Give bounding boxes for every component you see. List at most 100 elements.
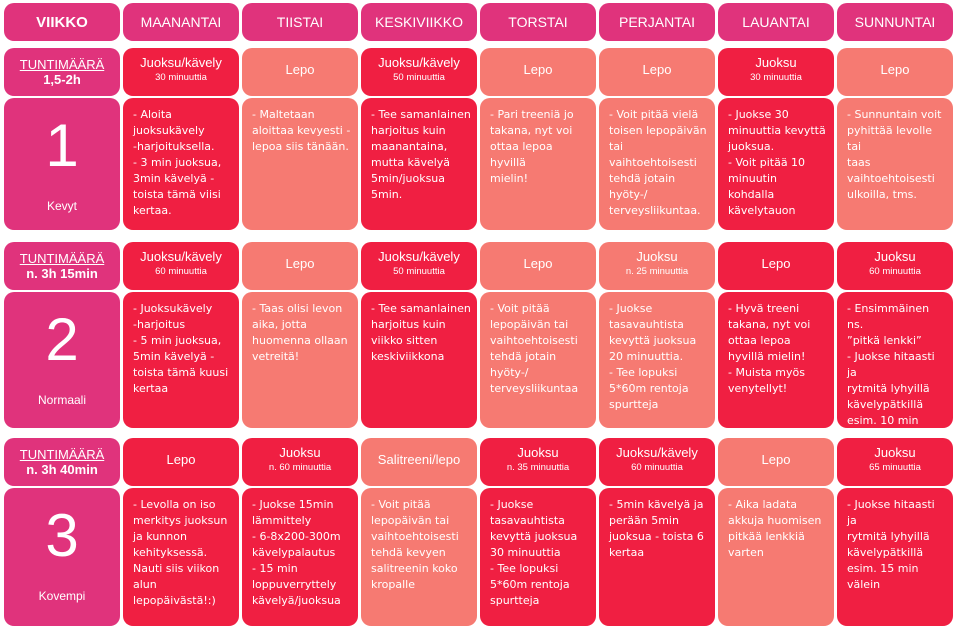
day-activity-label: Juoksu/kävely 50 minuuttia <box>361 242 477 290</box>
day-description: - Taas olisi levon aika, jotta huomenna … <box>242 292 358 428</box>
day-description: - Juokse tasavauhtista kevyttä juoksua 3… <box>480 488 596 626</box>
hours-box: TUNTIMÄÄRÄ 1,5-2h <box>4 48 120 96</box>
activity-title: Lepo <box>285 256 315 271</box>
day-activity-label: Juoksu 60 minuuttia <box>837 242 953 290</box>
hours-label: TUNTIMÄÄRÄ <box>19 57 105 72</box>
header-day: MAANANTAI <box>123 3 239 41</box>
hours-label: TUNTIMÄÄRÄ <box>19 251 105 266</box>
activity-title: Juoksu <box>755 55 797 70</box>
week-number-box: 3 Kovempi <box>4 488 120 626</box>
day-activity-label: Juoksu/kävely 60 minuuttia <box>599 438 715 486</box>
day-activity-label: Juoksu n. 25 minuuttia <box>599 242 715 290</box>
day-description: - Voit pitää vielä toisen lepopäivän tai… <box>599 98 715 230</box>
week-level: Kevyt <box>46 199 77 213</box>
week-level: Kovempi <box>38 589 86 603</box>
activity-title: Juoksu <box>517 445 559 460</box>
day-description: - Ensimmäinen ns. ”pitkä lenkki” - Juoks… <box>837 292 953 428</box>
day-description: - Tee samanlainen harjoitus kuin viikko … <box>361 292 477 428</box>
day-activity-label: Lepo <box>242 48 358 96</box>
activity-title: Juoksu <box>636 249 678 264</box>
header-day: TORSTAI <box>480 3 596 41</box>
activity-duration: 65 minuuttia <box>869 462 921 473</box>
day-activity-label: Lepo <box>599 48 715 96</box>
activity-title: Lepo <box>761 452 791 467</box>
activity-title: Juoksu/kävely <box>140 249 222 264</box>
day-activity-label: Juoksu 30 minuuttia <box>718 48 834 96</box>
activity-duration: 60 minuuttia <box>631 462 683 473</box>
week-level: Normaali <box>37 393 86 407</box>
day-description: - Juokse hitaasti ja rytmitä lyhyillä kä… <box>837 488 953 626</box>
activity-duration: 60 minuuttia <box>155 266 207 277</box>
day-description: - Aloita juoksukävely -harjoituksella. -… <box>123 98 239 230</box>
header-day: PERJANTAI <box>599 3 715 41</box>
week-number-box: 2 Normaali <box>4 292 120 428</box>
day-description: - Voit pitää lepopäivän tai vaihtoehtois… <box>480 292 596 428</box>
activity-duration: 30 minuuttia <box>155 72 207 83</box>
header-day: KESKIVIIKKO <box>361 3 477 41</box>
week-number: 3 <box>45 502 79 569</box>
day-activity-label: Lepo <box>123 438 239 486</box>
activity-title: Juoksu <box>279 445 321 460</box>
header-day: SUNNUNTAI <box>837 3 953 41</box>
day-activity-label: Juoksu n. 60 minuuttia <box>242 438 358 486</box>
hours-value: 1,5-2h <box>43 72 81 87</box>
day-description: - Juokse tasavauhtista kevyttä juoksua 2… <box>599 292 715 428</box>
week-number: 2 <box>45 306 79 373</box>
day-activity-label: Lepo <box>718 438 834 486</box>
day-description: - Voit pitää lepopäivän tai vaihtoehtois… <box>361 488 477 626</box>
day-activity-label: Juoksu/kävely 50 minuuttia <box>361 48 477 96</box>
activity-title: Lepo <box>523 62 553 77</box>
day-activity-label: Lepo <box>718 242 834 290</box>
activity-duration: 50 minuuttia <box>393 72 445 83</box>
day-activity-label: Salitreeni/lepo <box>361 438 477 486</box>
hours-label: TUNTIMÄÄRÄ <box>19 447 105 462</box>
day-description: - Sunnuntain voit pyhittää levolle tai t… <box>837 98 953 230</box>
activity-title: Juoksu/kävely <box>378 55 460 70</box>
activity-duration: n. 60 minuuttia <box>268 462 332 473</box>
activity-title: Lepo <box>880 62 910 77</box>
day-activity-label: Lepo <box>480 48 596 96</box>
day-activity-label: Juoksu n. 35 minuuttia <box>480 438 596 486</box>
activity-title: Lepo <box>761 256 791 271</box>
day-description: - Hyvä treeni takana, nyt voi ottaa lepo… <box>718 292 834 428</box>
day-description: - Juokse 15min lämmittely - 6-8x200-300m… <box>242 488 358 626</box>
activity-duration: n. 35 minuuttia <box>506 462 570 473</box>
activity-duration: 60 minuuttia <box>869 266 921 277</box>
day-activity-label: Juoksu/kävely 30 minuuttia <box>123 48 239 96</box>
activity-title: Lepo <box>285 62 315 77</box>
activity-title: Salitreeni/lepo <box>377 452 461 467</box>
day-description: - Tee samanlainen harjoitus kuin maanant… <box>361 98 477 230</box>
activity-duration: n. 25 minuuttia <box>625 266 689 277</box>
activity-title: Lepo <box>166 452 196 467</box>
week-number-box: 1 Kevyt <box>4 98 120 230</box>
activity-title: Juoksu <box>874 249 916 264</box>
day-activity-label: Juoksu 65 minuuttia <box>837 438 953 486</box>
activity-title: Juoksu/kävely <box>140 55 222 70</box>
day-activity-label: Lepo <box>242 242 358 290</box>
hours-value: n. 3h 40min <box>26 462 98 477</box>
day-description: - Juoksukävely -harjoitus - 5 min juoksu… <box>123 292 239 428</box>
header-day: TIISTAI <box>242 3 358 41</box>
activity-title: Lepo <box>523 256 553 271</box>
activity-title: Lepo <box>642 62 672 77</box>
day-activity-label: Lepo <box>480 242 596 290</box>
header-week: VIIKKO <box>4 3 120 41</box>
header-day: LAUANTAI <box>718 3 834 41</box>
hours-box: TUNTIMÄÄRÄ n. 3h 40min <box>4 438 120 486</box>
activity-title: Juoksu <box>874 445 916 460</box>
day-description: - 5min kävelyä ja perään 5min juoksua - … <box>599 488 715 626</box>
day-description: - Maltetaan aloittaa kevyesti - lepoa si… <box>242 98 358 230</box>
week-number: 1 <box>45 112 79 179</box>
day-description: - Aika ladata akkuja huomisen pitkää len… <box>718 488 834 626</box>
day-description: - Juokse 30 minuuttia kevyttä juoksua. -… <box>718 98 834 230</box>
hours-value: n. 3h 15min <box>26 266 98 281</box>
day-description: - Pari treeniä jo takana, nyt voi ottaa … <box>480 98 596 230</box>
activity-title: Juoksu/kävely <box>378 249 460 264</box>
day-activity-label: Juoksu/kävely 60 minuuttia <box>123 242 239 290</box>
day-activity-label: Lepo <box>837 48 953 96</box>
activity-title: Juoksu/kävely <box>616 445 698 460</box>
activity-duration: 50 minuuttia <box>393 266 445 277</box>
activity-duration: 30 minuuttia <box>750 72 802 83</box>
hours-box: TUNTIMÄÄRÄ n. 3h 15min <box>4 242 120 290</box>
day-description: - Levolla on iso merkitys juoksun ja kun… <box>123 488 239 626</box>
